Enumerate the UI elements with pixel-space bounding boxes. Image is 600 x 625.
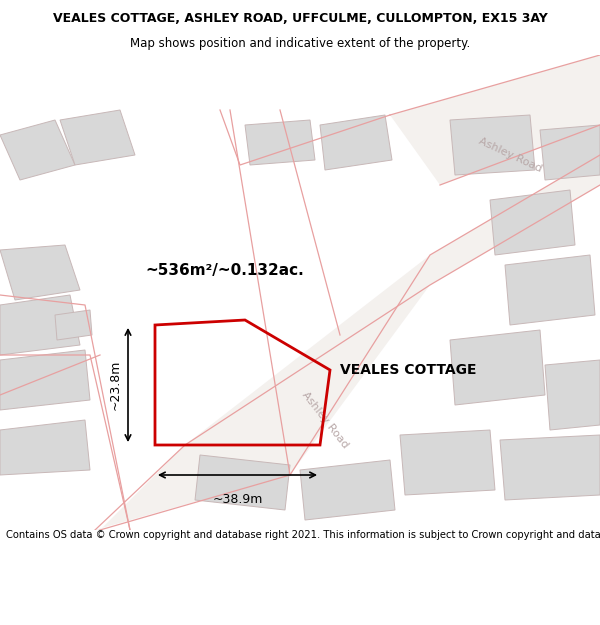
Polygon shape — [390, 55, 600, 185]
Text: ~23.8m: ~23.8m — [109, 360, 121, 410]
Text: ~38.9m: ~38.9m — [212, 493, 263, 506]
Polygon shape — [0, 350, 90, 410]
Polygon shape — [450, 330, 545, 405]
Polygon shape — [55, 310, 92, 340]
Polygon shape — [0, 420, 90, 475]
Polygon shape — [540, 125, 600, 180]
Polygon shape — [300, 460, 395, 520]
Polygon shape — [245, 120, 315, 165]
Text: Contains OS data © Crown copyright and database right 2021. This information is : Contains OS data © Crown copyright and d… — [6, 530, 600, 540]
Text: VEALES COTTAGE: VEALES COTTAGE — [340, 363, 476, 377]
Polygon shape — [500, 435, 600, 500]
Text: ~536m²/~0.132ac.: ~536m²/~0.132ac. — [145, 262, 304, 278]
Polygon shape — [450, 115, 535, 175]
Text: Ashley Road: Ashley Road — [300, 390, 350, 450]
Polygon shape — [0, 295, 80, 355]
Polygon shape — [0, 120, 75, 180]
Text: Ashley Road: Ashley Road — [477, 136, 543, 174]
Polygon shape — [0, 245, 80, 300]
Polygon shape — [545, 360, 600, 430]
Polygon shape — [320, 115, 392, 170]
Polygon shape — [195, 455, 290, 510]
Polygon shape — [490, 190, 575, 255]
Text: Map shows position and indicative extent of the property.: Map shows position and indicative extent… — [130, 38, 470, 51]
Polygon shape — [95, 155, 600, 530]
Text: VEALES COTTAGE, ASHLEY ROAD, UFFCULME, CULLOMPTON, EX15 3AY: VEALES COTTAGE, ASHLEY ROAD, UFFCULME, C… — [53, 12, 547, 25]
Polygon shape — [400, 430, 495, 495]
Polygon shape — [505, 255, 595, 325]
Polygon shape — [60, 110, 135, 165]
